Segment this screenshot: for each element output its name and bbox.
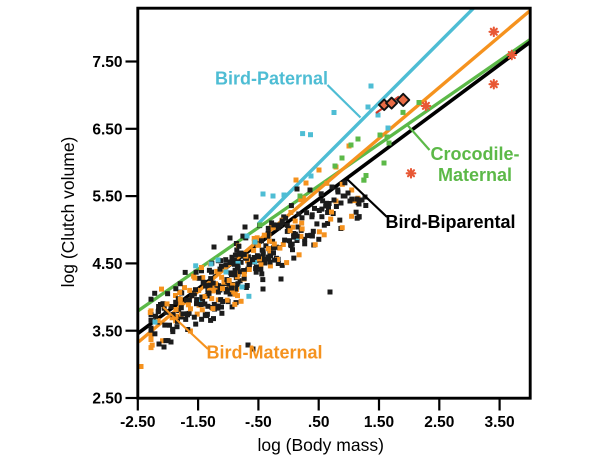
svg-text:6.50: 6.50 xyxy=(92,121,122,138)
svg-text:2.50: 2.50 xyxy=(424,414,454,431)
svg-text:Bird-Maternal: Bird-Maternal xyxy=(207,343,323,363)
svg-text:3.50: 3.50 xyxy=(92,323,122,340)
svg-text:Bird-Biparental: Bird-Biparental xyxy=(386,212,516,232)
svg-text:Maternal: Maternal xyxy=(438,165,512,185)
svg-text:Crocodile-: Crocodile- xyxy=(430,144,519,164)
svg-text:5.50: 5.50 xyxy=(92,189,122,206)
svg-text:.50: .50 xyxy=(308,414,330,431)
svg-text:3.50: 3.50 xyxy=(485,414,515,431)
svg-text:Bird-Paternal: Bird-Paternal xyxy=(215,69,328,89)
svg-text:log (Clutch volume): log (Clutch volume) xyxy=(58,137,78,288)
svg-text:-1.50: -1.50 xyxy=(180,414,215,431)
svg-text:-.50: -.50 xyxy=(245,414,272,431)
svg-text:4.50: 4.50 xyxy=(92,256,122,273)
svg-text:log (Body mass): log (Body mass) xyxy=(257,435,383,455)
svg-text:7.50: 7.50 xyxy=(92,54,122,71)
svg-text:1.50: 1.50 xyxy=(364,414,394,431)
svg-text:2.50: 2.50 xyxy=(92,391,122,408)
svg-text:-2.50: -2.50 xyxy=(120,414,155,431)
